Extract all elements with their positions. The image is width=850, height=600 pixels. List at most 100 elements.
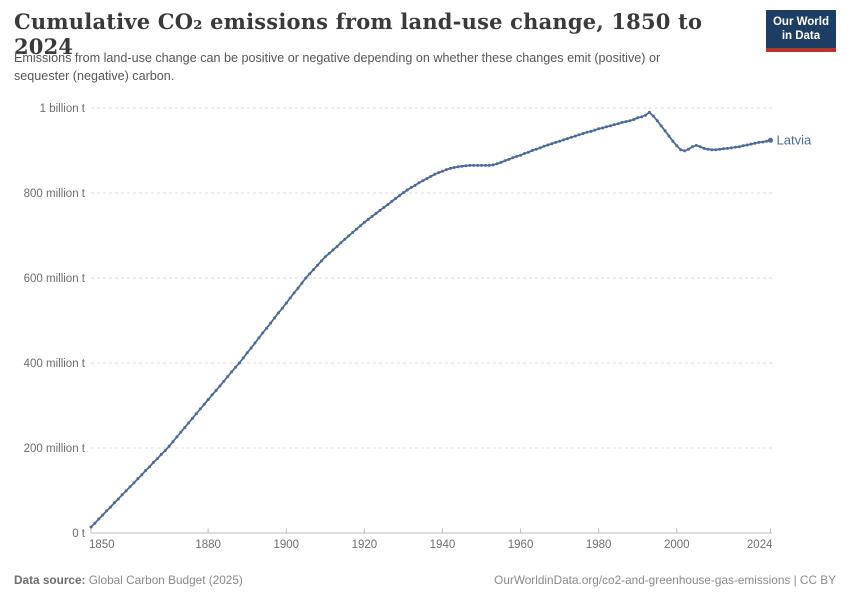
data-point[interactable] (534, 147, 538, 151)
data-point[interactable] (448, 166, 452, 170)
data-point[interactable] (339, 241, 343, 245)
data-point[interactable] (749, 142, 753, 146)
data-point[interactable] (148, 465, 152, 469)
data-point[interactable] (234, 365, 237, 369)
data-point[interactable] (124, 489, 128, 493)
data-point[interactable] (331, 248, 335, 252)
data-point[interactable] (456, 165, 460, 169)
data-point[interactable] (312, 268, 316, 271)
data-point[interactable] (327, 251, 331, 255)
data-point[interactable] (120, 493, 124, 497)
data-point[interactable] (319, 259, 323, 263)
data-point[interactable] (374, 211, 378, 215)
data-point[interactable] (542, 144, 546, 148)
data-point[interactable] (694, 143, 698, 147)
data-point[interactable] (273, 316, 276, 320)
data-point[interactable] (140, 473, 144, 477)
data-point[interactable] (409, 186, 413, 189)
data-point[interactable] (499, 160, 503, 164)
data-point[interactable] (269, 321, 273, 325)
data-point[interactable] (355, 227, 359, 231)
data-point[interactable] (163, 449, 167, 453)
data-point[interactable] (179, 430, 183, 434)
data-point[interactable] (737, 145, 741, 149)
data-point[interactable] (382, 205, 386, 209)
data-point[interactable] (460, 164, 464, 168)
data-point[interactable] (726, 146, 729, 150)
data-point[interactable] (288, 296, 292, 300)
data-point[interactable] (308, 272, 312, 276)
data-point[interactable] (573, 134, 577, 138)
data-point[interactable] (300, 281, 304, 285)
data-point[interactable] (198, 407, 202, 411)
data-point[interactable] (316, 263, 319, 267)
data-point[interactable] (101, 513, 105, 517)
latvia-series[interactable]: Latvia (89, 110, 812, 529)
data-point[interactable] (741, 144, 745, 148)
data-point[interactable] (405, 188, 409, 192)
data-point[interactable] (97, 517, 101, 521)
data-point[interactable] (351, 231, 355, 234)
data-point[interactable] (265, 326, 269, 330)
data-point[interactable] (647, 110, 651, 114)
data-point[interactable] (577, 133, 581, 137)
data-point[interactable] (191, 416, 194, 420)
data-point[interactable] (476, 163, 480, 167)
data-point[interactable] (632, 118, 636, 121)
data-point[interactable] (237, 361, 241, 365)
data-point[interactable] (343, 237, 347, 241)
data-point[interactable] (698, 145, 702, 149)
data-point[interactable] (335, 245, 339, 249)
data-point[interactable] (366, 217, 370, 221)
data-point[interactable] (495, 162, 499, 166)
data-point[interactable] (589, 129, 593, 133)
data-point[interactable] (105, 509, 109, 513)
data-point[interactable] (441, 169, 444, 173)
data-point[interactable] (523, 152, 526, 155)
data-point[interactable] (526, 150, 530, 154)
data-point[interactable] (304, 276, 308, 280)
data-point[interactable] (550, 142, 554, 146)
data-point[interactable] (612, 123, 616, 127)
data-point[interactable] (390, 200, 394, 203)
data-point[interactable] (593, 128, 597, 132)
data-point[interactable] (171, 440, 175, 444)
data-point[interactable] (733, 145, 737, 149)
data-point[interactable] (722, 147, 726, 151)
data-point[interactable] (280, 306, 284, 310)
data-point[interactable] (768, 137, 773, 143)
data-point[interactable] (159, 452, 163, 456)
data-point[interactable] (487, 163, 491, 167)
data-point[interactable] (546, 143, 550, 147)
data-point[interactable] (569, 135, 573, 139)
data-point[interactable] (296, 286, 300, 290)
data-point[interactable] (347, 234, 351, 238)
data-point[interactable] (679, 148, 683, 152)
data-point[interactable] (429, 174, 433, 178)
data-point[interactable] (241, 356, 245, 360)
data-point[interactable] (761, 140, 765, 144)
data-point[interactable] (417, 181, 421, 185)
data-point[interactable] (468, 163, 472, 167)
owid-logo[interactable]: Our World in Data (765, 10, 836, 52)
data-point[interactable] (444, 168, 448, 172)
attribution-link[interactable]: OurWorldinData.org/co2-and-greenhouse-ga… (494, 573, 836, 587)
data-point[interactable] (616, 122, 620, 126)
data-point[interactable] (421, 179, 425, 183)
data-point[interactable] (765, 139, 769, 143)
data-point[interactable] (284, 301, 288, 305)
data-point[interactable] (167, 444, 171, 448)
data-point[interactable] (230, 370, 234, 374)
data-point[interactable] (202, 402, 206, 406)
data-point[interactable] (249, 346, 253, 350)
data-point[interactable] (585, 130, 589, 134)
data-point[interactable] (483, 163, 487, 167)
data-point[interactable] (667, 134, 671, 138)
data-point[interactable] (132, 481, 136, 485)
data-point[interactable] (554, 140, 558, 144)
data-point[interactable] (491, 163, 495, 167)
data-point[interactable] (261, 331, 265, 335)
data-point[interactable] (214, 389, 218, 393)
data-point[interactable] (655, 119, 659, 123)
data-point[interactable] (558, 139, 562, 143)
